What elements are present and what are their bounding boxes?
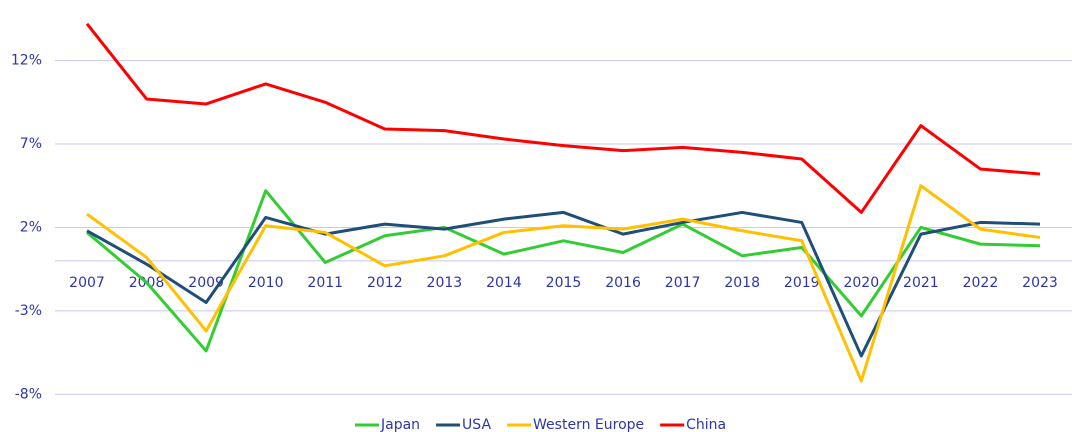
x-tick-label: 2017 — [665, 275, 701, 291]
y-tick-label: -8% — [15, 386, 42, 402]
y-tick-label: 2% — [20, 219, 42, 235]
x-tick-label: 2021 — [903, 275, 939, 291]
legend-label: Western Europe — [533, 417, 644, 432]
x-tick-label: 2013 — [427, 275, 463, 291]
series-line — [86, 184, 1041, 383]
legend-label: Japan — [380, 417, 420, 432]
x-tick-label: 2010 — [248, 275, 284, 291]
x-tick-label: 2014 — [486, 275, 522, 291]
y-tick-label: -3% — [15, 303, 42, 319]
x-tick-label: 2019 — [784, 275, 820, 291]
x-tick-label: 2011 — [307, 275, 343, 291]
x-tick-label: 2016 — [605, 275, 641, 291]
x-tick-label: 2009 — [188, 275, 224, 291]
series-line — [85, 22, 1041, 214]
x-tick-label: 2015 — [546, 275, 582, 291]
x-tick-label: 2018 — [724, 275, 760, 291]
y-tick-label: 7% — [20, 136, 42, 152]
y-tick-label: 12% — [11, 53, 42, 69]
x-tick-label: 2007 — [69, 275, 105, 291]
legend-label: USA — [462, 417, 491, 432]
x-tick-label: 2022 — [963, 275, 999, 291]
x-tick-label: 2023 — [1022, 275, 1058, 291]
x-tick-label: 2020 — [843, 275, 879, 291]
x-tick-label: 2012 — [367, 275, 403, 291]
legend-label: China — [686, 417, 726, 432]
